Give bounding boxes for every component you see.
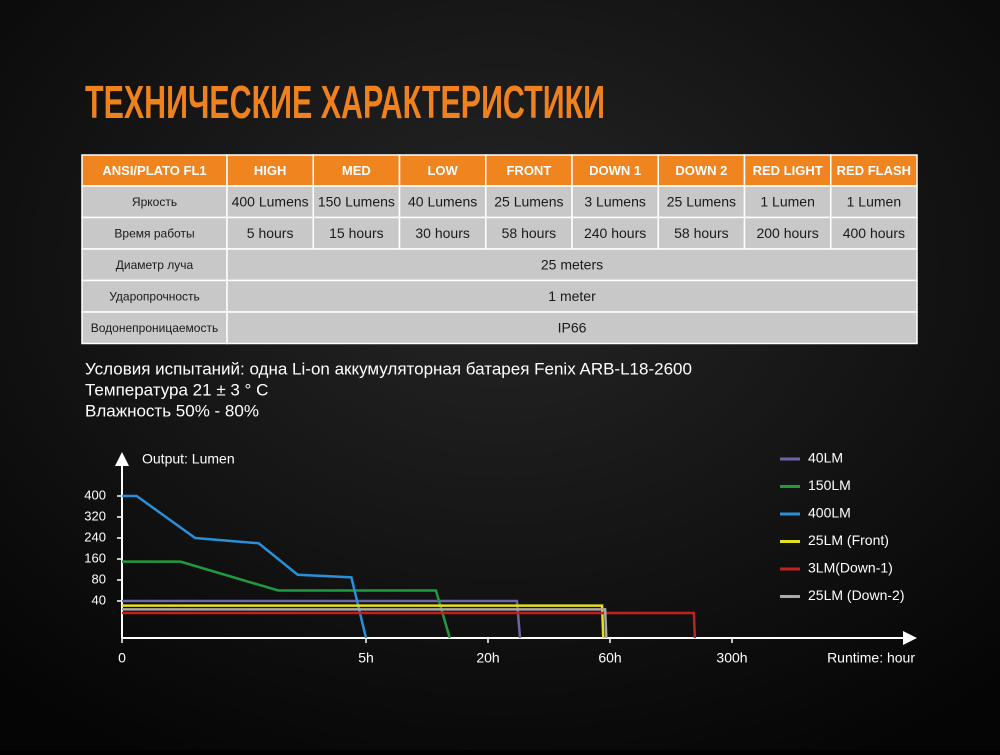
- table-cell: [743, 216, 832, 250]
- table-cell: [485, 185, 573, 219]
- y-tick-label: 240: [84, 529, 106, 544]
- cell-text: 1 meter: [548, 288, 596, 304]
- page-title: ТЕХНИЧЕСКИЕ ХАРАКТЕРИСТИКИ: [85, 76, 605, 128]
- cell-text: 25 Lumens: [494, 193, 563, 209]
- header-text: ANSI/PLATO FL1: [102, 163, 206, 178]
- header-text: MED: [342, 163, 371, 178]
- row-label: Яркость: [132, 195, 177, 209]
- header-cell: [81, 154, 228, 187]
- header-cell: [743, 154, 832, 187]
- x-tick-label: 5h: [358, 650, 374, 666]
- cell-text: IP66: [558, 319, 587, 335]
- cell-text: 30 hours: [415, 225, 469, 241]
- legend-label: 40LM: [808, 450, 843, 466]
- cell-text: 40 Lumens: [408, 193, 477, 209]
- table-cell: [657, 185, 746, 219]
- cell-text: 25 meters: [541, 256, 603, 272]
- table-cell: [657, 216, 746, 250]
- cell-text: 400 Lumens: [232, 193, 309, 209]
- row-label: Диаметр луча: [116, 258, 194, 272]
- cell-text: 5 hours: [247, 225, 294, 241]
- runtime-line: [122, 599, 522, 639]
- header-text: DOWN 2: [675, 163, 727, 178]
- x-tick-label: 60h: [598, 650, 621, 666]
- cell-text: 25 Lumens: [667, 193, 736, 209]
- table-cell: [398, 185, 487, 219]
- table-cell: [81, 216, 228, 250]
- table-cell: [571, 185, 659, 219]
- cell-text: 58 hours: [674, 225, 728, 241]
- cell-text: 3 Lumens: [584, 193, 645, 209]
- cell-text: 200 hours: [756, 225, 818, 241]
- legend-label: 3LM(Down-1): [808, 560, 893, 576]
- runtime-line: [122, 494, 368, 639]
- y-tick-label: 80: [92, 571, 106, 586]
- y-tick-label: 160: [84, 550, 106, 565]
- header-cell: [312, 154, 401, 187]
- table-cell: [830, 216, 918, 250]
- table-cell: [312, 185, 401, 219]
- table-cell: [81, 279, 228, 313]
- y-axis-title: Output: Lumen: [142, 451, 235, 467]
- row-label: Водонепроницаемость: [91, 321, 218, 335]
- y-tick-label: 400: [84, 487, 106, 502]
- table-cell: [485, 216, 573, 250]
- header-cell: [226, 154, 314, 187]
- row-label: Ударопрочность: [109, 289, 200, 303]
- x-tick-label: 300h: [716, 650, 747, 666]
- table-cell: [312, 216, 401, 250]
- table-cell: [830, 185, 918, 219]
- x-axis-arrow: [903, 631, 917, 645]
- note: Влажность 50% - 80%: [85, 401, 259, 420]
- y-tick-label: 320: [84, 508, 106, 523]
- table-cell: [226, 248, 918, 282]
- table-cell: [81, 185, 228, 219]
- header-text: LOW: [427, 163, 458, 178]
- table-cell: [743, 185, 832, 219]
- y-tick-label: 40: [92, 592, 106, 607]
- row-label: Время работы: [114, 226, 194, 240]
- cell-text: 1 Lumen: [847, 193, 901, 209]
- note: Условия испытаний: одна Li-on аккумулято…: [85, 359, 692, 378]
- table-cell: [571, 216, 659, 250]
- legend-label: 400LM: [808, 505, 851, 521]
- note: Температура 21 ± 3 ° C: [85, 380, 268, 399]
- table-cell: [226, 279, 918, 313]
- header-text: DOWN 1: [589, 163, 641, 178]
- cell-text: 150 Lumens: [318, 193, 395, 209]
- header-cell: [830, 154, 918, 187]
- x-tick-label: 20h: [476, 650, 499, 666]
- x-axis-title: Runtime: hour: [827, 650, 915, 666]
- legend-label: 25LM (Down-2): [808, 587, 904, 603]
- cell-text: 58 hours: [502, 225, 556, 241]
- cell-text: 1 Lumen: [760, 193, 814, 209]
- runtime-line: [122, 611, 697, 639]
- cell-text: 400 hours: [843, 225, 905, 241]
- header-text: RED FLASH: [837, 163, 911, 178]
- runtime-line: [122, 608, 608, 639]
- x-tick-label: 0: [118, 650, 126, 666]
- runtime-line: [122, 604, 605, 639]
- header-text: RED LIGHT: [753, 163, 823, 178]
- header-text: HIGH: [254, 163, 287, 178]
- legend-label: 150LM: [808, 477, 851, 493]
- header-text: FRONT: [506, 163, 551, 178]
- legend-label: 25LM (Front): [808, 532, 889, 548]
- cell-text: 240 hours: [584, 225, 646, 241]
- cell-text: 15 hours: [329, 225, 383, 241]
- y-axis-arrow: [115, 452, 129, 466]
- table-cell: [226, 311, 918, 345]
